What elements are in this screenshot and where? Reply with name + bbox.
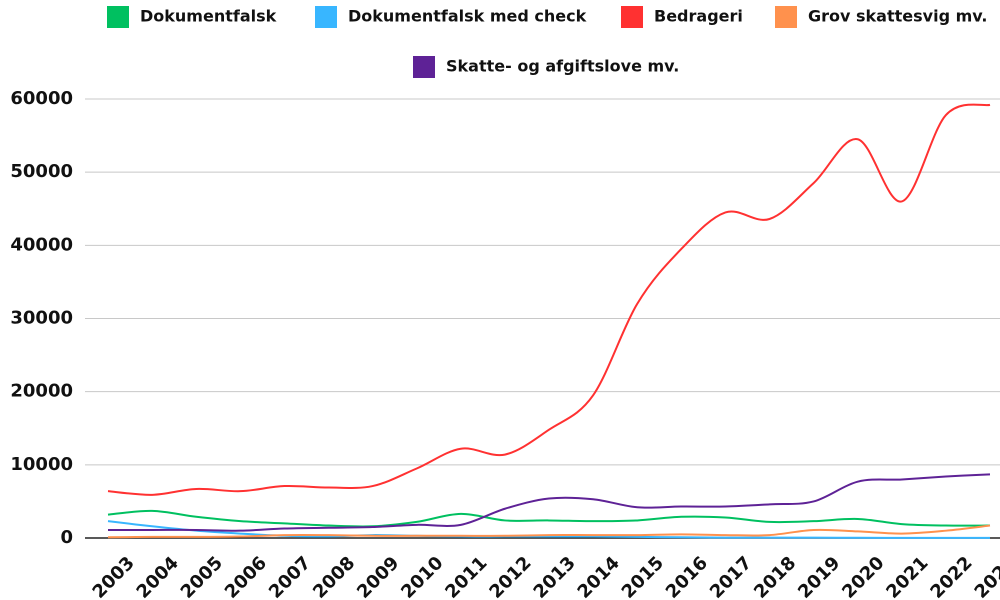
series-line	[107, 509, 991, 528]
x-tick-label: 2015	[618, 553, 668, 600]
x-tick-label: 2008	[309, 553, 359, 600]
legend-swatch	[621, 6, 643, 28]
x-tick-label: 2013	[530, 553, 580, 600]
series-line	[107, 524, 991, 539]
y-tick-label: 10000	[10, 454, 73, 475]
y-tick-label: 60000	[10, 88, 73, 109]
series-line	[107, 103, 991, 496]
x-tick-label: 2012	[485, 553, 535, 600]
y-tick-label: 40000	[10, 234, 73, 255]
x-tick-label: 2019	[794, 553, 844, 600]
x-tick-label: 2014	[574, 553, 624, 600]
legend-label: Dokumentfalsk med check	[348, 7, 587, 26]
series-line	[108, 473, 991, 532]
x-tick-label: 2010	[397, 553, 447, 600]
legend-label: Dokumentfalsk	[140, 7, 277, 26]
x-tick-label: 2020	[838, 553, 888, 600]
series-line	[107, 520, 990, 539]
x-tick-label: 2021	[882, 553, 932, 600]
y-tick-label: 0	[60, 527, 73, 548]
legend-swatch	[315, 6, 337, 28]
legend-swatch	[107, 6, 129, 28]
x-tick-label: 2011	[441, 553, 491, 600]
legend-swatch	[413, 56, 435, 78]
x-tick-label: 2004	[133, 553, 183, 600]
x-tick-label: 2022	[926, 553, 976, 600]
x-tick-label: 2016	[662, 553, 712, 600]
legend-label: Bedrageri	[654, 7, 743, 26]
x-tick-label: 2017	[706, 553, 756, 600]
legend-swatch	[775, 6, 797, 28]
y-tick-label: 50000	[10, 161, 73, 182]
x-tick-label: 2003	[89, 553, 139, 600]
x-tick-label: 2006	[221, 553, 271, 600]
legend-label: Skatte- og afgiftslove mv.	[446, 57, 679, 76]
x-tick-label: 2023	[971, 553, 1000, 600]
x-tick-label: 2018	[750, 553, 800, 600]
legend-label: Grov skattesvig mv.	[808, 7, 987, 26]
x-tick-label: 2007	[265, 553, 315, 600]
x-tick-label: 2005	[177, 553, 227, 600]
y-tick-label: 20000	[10, 381, 73, 402]
x-tick-label: 2009	[353, 553, 403, 600]
y-tick-label: 30000	[10, 308, 73, 329]
